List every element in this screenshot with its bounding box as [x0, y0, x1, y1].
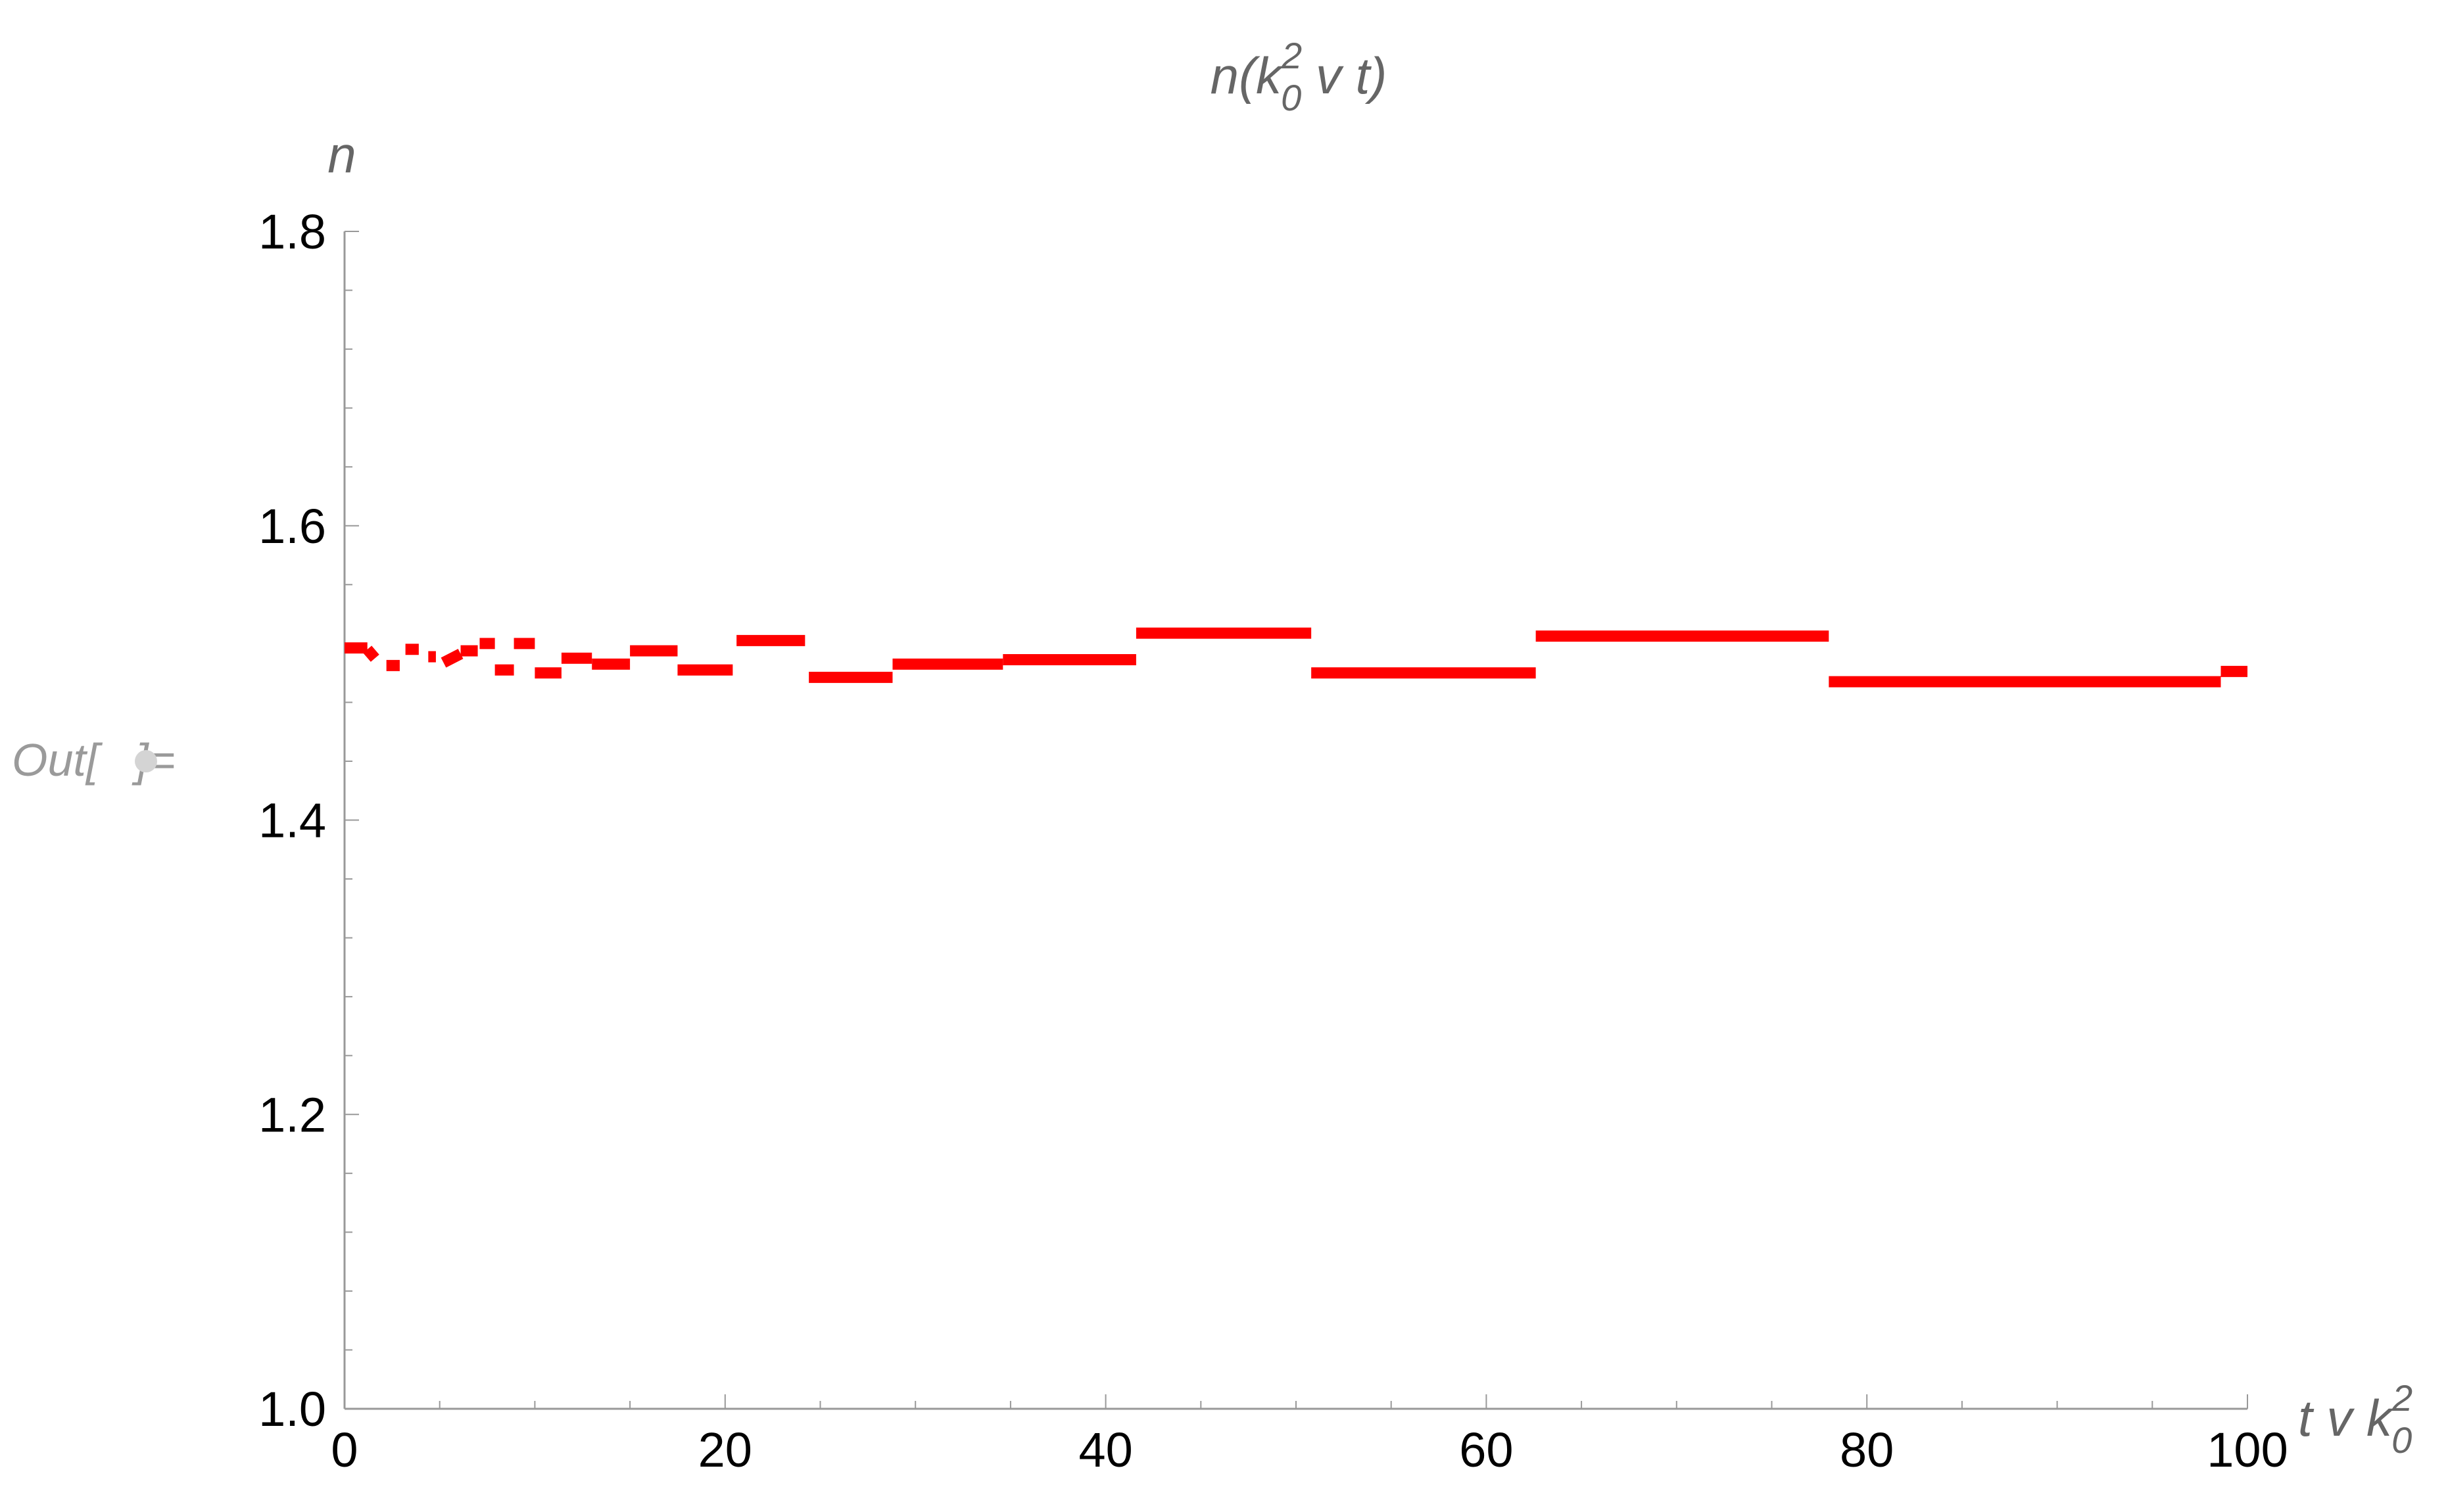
- x-tick-label: 100: [2207, 1423, 2288, 1477]
- y-tick-label: 1.6: [258, 499, 326, 554]
- data-series: [345, 627, 2247, 688]
- x-axis-title: t v k2 0: [2298, 1377, 2412, 1461]
- y-tick-label: 1.2: [258, 1087, 326, 1142]
- axes: 0 20 40 60 80 100 1.0 1.2 1.4 1.6 1.8: [258, 204, 2288, 1477]
- x-tick-label: 80: [1840, 1423, 1894, 1477]
- y-tick-label: 1.8: [258, 204, 326, 259]
- y-tick-label: 1.4: [258, 793, 326, 848]
- output-cell-label: Out[]=: [12, 734, 176, 786]
- svg-text:Out[]=: Out[]=: [12, 734, 176, 786]
- chart-title: n(k2 0 v t): [1211, 35, 1387, 118]
- x-tick-label: 60: [1459, 1423, 1513, 1477]
- cell-status-dot-icon: [135, 750, 157, 772]
- y-ticks: 1.0 1.2 1.4 1.6 1.8: [258, 204, 359, 1436]
- x-tick-label: 20: [698, 1423, 752, 1477]
- series-segment: [441, 648, 464, 668]
- y-axis-title: n: [327, 126, 356, 183]
- x-ticks: 0 20 40 60 80 100: [331, 1394, 2288, 1477]
- x-tick-label: 0: [331, 1423, 358, 1477]
- series-segment: [363, 646, 379, 662]
- x-tick-label: 40: [1078, 1423, 1132, 1477]
- y-tick-label: 1.0: [258, 1382, 326, 1436]
